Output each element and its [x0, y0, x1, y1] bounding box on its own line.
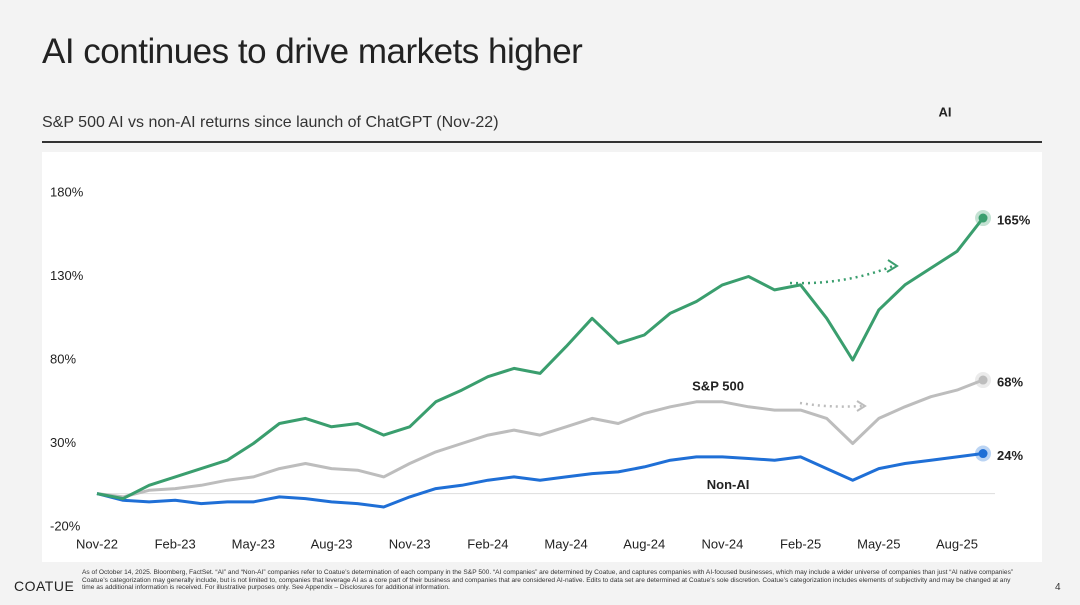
series-label: Non-AI	[707, 477, 750, 492]
y-tick-label: 180%	[50, 184, 84, 199]
x-tick-label: Feb-24	[467, 536, 508, 551]
series-label: S&P 500	[692, 378, 744, 393]
arrow-head	[856, 400, 867, 412]
x-tick-label: Feb-23	[155, 536, 196, 551]
x-tick-label: Aug-25	[936, 536, 978, 551]
rule	[42, 141, 1042, 143]
y-tick-label: 80%	[50, 351, 76, 366]
y-tick-label: 130%	[50, 268, 84, 283]
title: AI continues to drive markets higher	[42, 32, 583, 71]
series-line	[96, 378, 984, 499]
series-line	[96, 217, 985, 501]
y-tick-label: 30%	[50, 435, 76, 450]
x-tick-label: Aug-23	[311, 536, 353, 551]
subtitle: S&P 500 AI vs non-AI returns since launc…	[42, 114, 499, 131]
x-tick-label: Nov-23	[389, 536, 431, 551]
x-tick-label: Nov-24	[701, 536, 743, 551]
page-number: 4	[1055, 582, 1061, 593]
footnote: As of October 14, 2025. Bloomberg, FactS…	[82, 569, 1014, 592]
value-label: 165%	[997, 212, 1031, 227]
plot-bg	[42, 152, 1042, 562]
arrow	[799, 401, 863, 408]
arrow-head	[886, 259, 899, 273]
x-tick-label: May-25	[857, 536, 900, 551]
end-dot	[978, 375, 988, 385]
end-dot	[978, 213, 988, 223]
value-label: 24%	[997, 448, 1023, 463]
x-tick-label: Feb-25	[780, 536, 821, 551]
series-label: AI	[939, 104, 952, 119]
x-tick-label: Aug-24	[623, 536, 665, 551]
x-tick-label: May-24	[544, 536, 587, 551]
series-line	[96, 452, 984, 509]
brand: COATUE	[14, 578, 75, 594]
value-label: 68%	[997, 374, 1023, 389]
y-tick-label: -20%	[50, 518, 81, 533]
end-dot	[978, 449, 988, 459]
chart: -20% 30% 80% 130% 180% Nov-22 Feb-23 May-23 Aug-…	[42, 104, 1042, 562]
x-tick-label: May-23	[232, 536, 275, 551]
x-tick-label: Nov-22	[76, 536, 118, 551]
